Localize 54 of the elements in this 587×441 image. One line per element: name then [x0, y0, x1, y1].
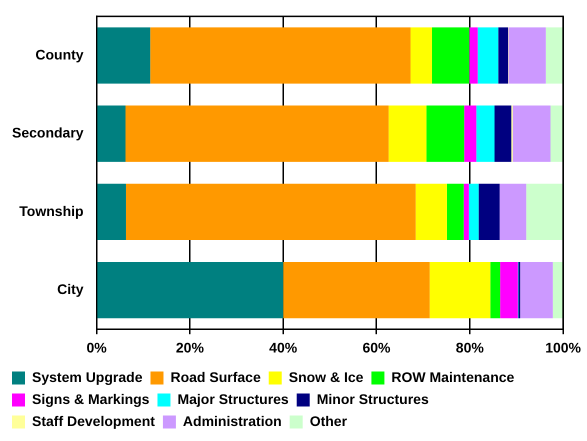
legend-label: Snow & Ice	[288, 368, 364, 385]
x-tick-label: 40%	[269, 339, 298, 356]
y-tick-label: County	[35, 46, 84, 62]
bar	[464, 184, 469, 240]
x-tick-label: 20%	[176, 339, 204, 356]
bar	[388, 106, 426, 162]
bar	[500, 184, 526, 240]
bar	[430, 262, 490, 318]
bar	[410, 27, 432, 84]
bar	[468, 184, 479, 240]
legend-label: System Upgrade	[32, 368, 143, 385]
bar	[478, 27, 498, 84]
x-tick-label: 0%	[86, 339, 108, 356]
bar	[446, 184, 464, 240]
bar	[494, 106, 512, 162]
bar	[478, 184, 500, 240]
bar	[126, 184, 416, 240]
bar	[97, 27, 150, 84]
y-tick-label: Secondary	[12, 124, 84, 141]
bar	[498, 27, 508, 84]
legend-label: Administration	[182, 412, 282, 429]
bar	[546, 27, 564, 84]
legend-label: Signs & Markings	[32, 390, 150, 407]
legend-label: Other	[310, 412, 348, 429]
legend-label: ROW Maintenance	[391, 368, 515, 385]
bar	[500, 262, 518, 318]
y-tick-label: City	[57, 280, 84, 297]
bar	[552, 262, 564, 318]
x-tick-label: 100%	[545, 339, 582, 356]
bar	[508, 27, 546, 84]
bar	[464, 106, 476, 162]
legend-label: Minor Structures	[316, 390, 429, 407]
y-tick-label: Township	[19, 202, 84, 219]
legend-label: Major Structures	[177, 390, 289, 407]
bar	[126, 106, 389, 162]
bar	[416, 184, 447, 240]
bar	[97, 262, 284, 318]
bar	[520, 262, 553, 318]
bar	[512, 106, 550, 162]
legend-label: Staff Development	[32, 412, 156, 429]
bar	[490, 262, 500, 318]
bar	[426, 106, 464, 162]
bar	[526, 184, 564, 240]
bar	[97, 106, 126, 162]
bar	[283, 262, 430, 318]
bar	[469, 27, 478, 84]
bar	[550, 106, 564, 162]
x-tick-label: 60%	[362, 339, 392, 356]
bar	[432, 27, 470, 84]
bar	[476, 106, 495, 162]
legend-label: Road Surface	[170, 368, 261, 385]
bar	[150, 27, 411, 84]
bar	[97, 184, 126, 240]
x-tick-label: 80%	[456, 339, 484, 356]
